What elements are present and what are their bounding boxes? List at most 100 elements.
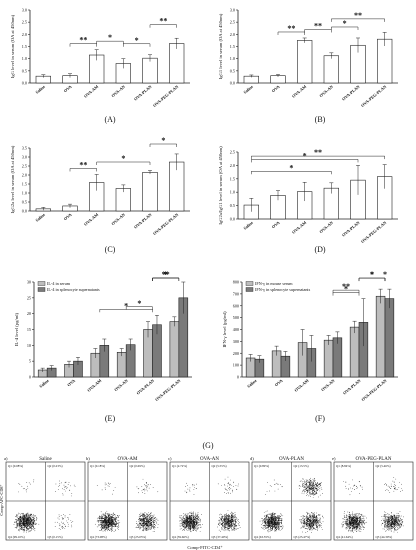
flow-dot (29, 523, 31, 525)
y-tick-label-D: 2.0 (230, 163, 235, 168)
flow-dot (234, 524, 236, 526)
flow-dot (107, 520, 109, 521)
flow-dot (29, 517, 31, 519)
flow-dot (23, 525, 25, 526)
flow-dot (141, 524, 143, 525)
flow-dot (60, 515, 62, 516)
flow-dot (274, 525, 275, 527)
flow-dot (157, 524, 159, 525)
flow-dot (197, 516, 198, 518)
flow-dot (220, 513, 221, 515)
flow-dot (310, 528, 311, 530)
flow-dot (152, 487, 154, 488)
flow-dot (186, 527, 187, 529)
x-tick-label-D: OVA-PEG-PLAN (360, 220, 387, 244)
flow-dot (180, 523, 182, 525)
flow-dot (194, 527, 195, 529)
y-tick-label-A: 2.5 (22, 20, 27, 25)
flow-dot (22, 522, 24, 523)
flow-dot (106, 518, 107, 519)
flow-dot (59, 483, 61, 485)
x-tick-label-F: OVA-AN (320, 378, 336, 392)
flow-dot (27, 524, 29, 525)
flow-dot (145, 524, 147, 526)
flow-dot (313, 526, 315, 528)
flow-dot (31, 526, 33, 527)
y-tick-label-C: 3.5 (22, 146, 27, 151)
flow-dot (234, 525, 236, 527)
flow-dot (183, 524, 184, 525)
flow-dot (24, 523, 26, 525)
flow-dot (187, 517, 188, 519)
flow-dot (239, 522, 240, 524)
flow-dot (269, 517, 271, 518)
flow-dot (27, 515, 28, 516)
flow-dot (116, 522, 117, 523)
x-tick-label-C: OVA (63, 212, 73, 221)
flow-dot (275, 520, 276, 522)
flow-dot (230, 492, 231, 494)
flow-dot (281, 528, 283, 530)
flow-dot (27, 515, 29, 517)
flow-dot (110, 516, 112, 518)
panel-label-A: (A) (104, 115, 115, 124)
flow-dot (199, 527, 201, 528)
flow-dot (234, 512, 236, 513)
flow-dot (118, 526, 120, 527)
flow-dot (218, 523, 220, 525)
flow-dot (196, 513, 198, 515)
flow-dot (143, 517, 144, 519)
flow-dot (231, 527, 232, 529)
flow-dot (17, 517, 18, 518)
x-tick-label-C: OVA-AM (83, 212, 99, 227)
flow-dot (62, 523, 64, 525)
flow-dot (275, 527, 277, 528)
flow-dot (229, 526, 231, 528)
flow-dot (192, 524, 193, 526)
flow-dot (23, 520, 25, 522)
flow-dot (231, 512, 233, 514)
flow-dot (116, 518, 118, 520)
y-tick-label-A: 0.5 (22, 68, 27, 73)
flow-dot (188, 518, 189, 520)
flow-dot (198, 524, 199, 526)
flow-dot (57, 521, 58, 523)
flow-dot (74, 486, 76, 488)
flow-dot (140, 512, 142, 514)
flow-dot (101, 516, 103, 518)
flow-dot (16, 519, 17, 521)
y-tick-label-E: 20 (27, 311, 31, 316)
flow-q1-label: Q1 (0.18%) (90, 464, 105, 468)
flow-dot (31, 515, 33, 517)
flow-dot (24, 515, 26, 517)
significance-label-A: ** (159, 17, 167, 26)
y-tick-label-A: 3.0 (22, 8, 27, 13)
flow-dot (311, 513, 313, 515)
y-tick-label-D: 2.5 (230, 150, 235, 155)
flow-dot (105, 516, 107, 518)
flow-dot (145, 528, 147, 530)
flow-dot (181, 519, 182, 520)
flow-dot (150, 522, 152, 524)
flow-dot (117, 526, 118, 527)
flow-dot (271, 521, 273, 523)
flow-dot (309, 515, 310, 517)
flow-dot (109, 515, 110, 517)
panel-label-B: (B) (315, 115, 326, 124)
flow-dot (234, 525, 235, 526)
flow-dot (226, 514, 228, 516)
flow-dot (224, 520, 226, 521)
flow-dot (104, 530, 106, 532)
flow-dot (142, 522, 144, 523)
flow-dot (315, 516, 317, 517)
flow-dot (24, 516, 26, 518)
flow-dot (221, 529, 223, 531)
flow-dot (26, 517, 28, 518)
flow-dot (19, 513, 21, 514)
flow-dot (197, 523, 199, 524)
flow-dot (262, 518, 264, 520)
flow-dot (67, 525, 69, 527)
flow-dot (139, 522, 140, 524)
